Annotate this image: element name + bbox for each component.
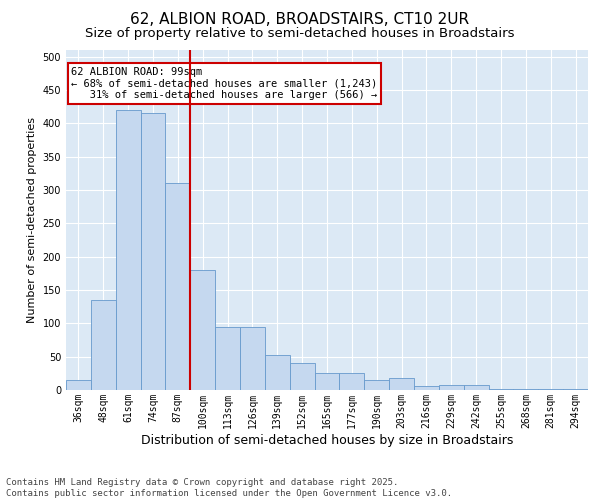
Bar (364, 380, 389, 390)
Bar (314, 374, 340, 390)
Bar (265, 356, 290, 390)
Bar (140, 114, 166, 390)
Bar (389, 378, 414, 390)
Text: Contains HM Land Registry data © Crown copyright and database right 2025.
Contai: Contains HM Land Registry data © Crown c… (6, 478, 452, 498)
Bar (439, 386, 464, 390)
Bar (190, 270, 215, 390)
Bar (340, 374, 364, 390)
X-axis label: Distribution of semi-detached houses by size in Broadstairs: Distribution of semi-detached houses by … (141, 434, 513, 446)
Bar (116, 110, 140, 390)
Bar (414, 386, 439, 390)
Bar (290, 364, 314, 390)
Bar (563, 388, 588, 390)
Bar (166, 184, 190, 390)
Text: 62, ALBION ROAD, BROADSTAIRS, CT10 2UR: 62, ALBION ROAD, BROADSTAIRS, CT10 2UR (130, 12, 470, 28)
Bar (91, 300, 116, 390)
Y-axis label: Number of semi-detached properties: Number of semi-detached properties (27, 117, 37, 323)
Text: 62 ALBION ROAD: 99sqm
← 68% of semi-detached houses are smaller (1,243)
   31% o: 62 ALBION ROAD: 99sqm ← 68% of semi-deta… (71, 67, 377, 100)
Bar (464, 386, 488, 390)
Text: Size of property relative to semi-detached houses in Broadstairs: Size of property relative to semi-detach… (85, 28, 515, 40)
Bar (215, 326, 240, 390)
Bar (240, 326, 265, 390)
Bar (66, 380, 91, 390)
